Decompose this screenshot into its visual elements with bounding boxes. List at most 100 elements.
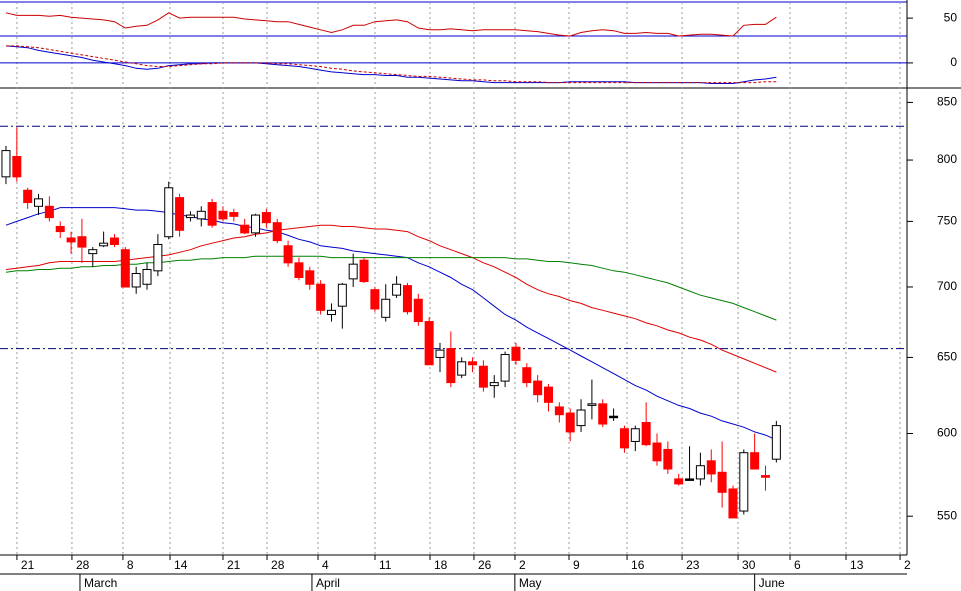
candle-body <box>728 488 738 519</box>
candle-body <box>609 415 619 419</box>
moving-average <box>5 255 777 321</box>
moving-average <box>5 224 777 373</box>
candle-body <box>109 237 119 245</box>
y-tick-label: 750 <box>937 214 957 228</box>
x-tick-label: 21 <box>227 558 241 572</box>
candle-body <box>478 365 488 388</box>
x-tick-label: 23 <box>686 558 700 572</box>
candle-body <box>587 403 597 406</box>
x-tick-label: 4 <box>322 558 329 572</box>
candle-body <box>99 242 109 247</box>
candle-body <box>66 237 76 243</box>
candle-body <box>468 361 478 366</box>
candle-body <box>685 478 695 481</box>
candle-body <box>337 283 347 307</box>
x-tick-label: 9 <box>573 558 580 572</box>
y-tick-label: 800 <box>937 152 957 166</box>
x-tick-label: 13 <box>850 558 864 572</box>
candle-body <box>283 245 293 264</box>
candle-body <box>771 425 781 460</box>
candle-body <box>750 452 760 470</box>
candle-body <box>153 243 163 272</box>
candle-body <box>739 452 749 512</box>
candle-body <box>652 442 662 462</box>
month-label: May <box>519 576 542 590</box>
candle-body <box>630 428 640 442</box>
candle-body <box>359 259 369 283</box>
moving-average <box>5 207 777 441</box>
y-tick-label: 650 <box>937 350 957 364</box>
month-label: April <box>316 576 340 590</box>
x-tick-label: 16 <box>631 558 645 572</box>
y-tick-label: 700 <box>937 279 957 293</box>
candle-body <box>131 272 141 288</box>
candle-body <box>489 382 499 387</box>
candle-body <box>446 348 456 384</box>
month-label: June <box>759 576 785 590</box>
candle-body <box>272 222 282 242</box>
candle-body <box>240 224 250 234</box>
x-tick-label: 21 <box>21 558 35 572</box>
x-tick-label: 2 <box>519 558 526 572</box>
candle-body <box>44 205 54 219</box>
candle-body <box>305 270 315 285</box>
indicator-line <box>5 12 777 37</box>
candle-body <box>402 285 412 313</box>
candle-body <box>392 283 402 296</box>
candle-body <box>695 465 705 480</box>
candle-body <box>424 321 434 366</box>
x-tick-label: 18 <box>434 558 448 572</box>
candle-body <box>619 428 629 449</box>
x-tick-label: 11 <box>379 558 392 572</box>
candle-body <box>207 202 217 226</box>
candle-body <box>522 367 532 384</box>
candle-body <box>164 187 174 238</box>
month-label: March <box>84 576 117 590</box>
x-tick-label: 14 <box>174 558 188 572</box>
candle-body <box>511 346 521 361</box>
candle-body <box>175 197 185 231</box>
candle-body <box>196 210 206 220</box>
y-tick-label: 850 <box>937 95 957 109</box>
x-tick-label: 6 <box>794 558 801 572</box>
candle-body <box>185 214 195 219</box>
candle-body <box>413 298 423 323</box>
candle-body <box>218 210 228 220</box>
candle-body <box>294 262 304 279</box>
candle-body <box>55 225 65 233</box>
candle-body <box>674 478 684 485</box>
candle-body <box>543 386 553 403</box>
x-tick-label: 28 <box>76 558 90 572</box>
candle-body <box>12 155 22 178</box>
candle-body <box>457 361 467 376</box>
y-tick-label: 50 <box>944 10 958 24</box>
candle-body <box>348 263 358 280</box>
candle-body <box>251 214 261 234</box>
y-tick-label: 550 <box>937 508 957 522</box>
candle-body <box>370 289 380 310</box>
candle-body <box>533 380 543 396</box>
candle-body <box>554 406 564 416</box>
indicator-line <box>5 45 777 84</box>
y-tick-label: 0 <box>950 55 957 69</box>
candle-body <box>500 353 510 382</box>
x-tick-label: 30 <box>742 558 756 572</box>
candle-body <box>565 412 575 433</box>
y-tick-label: 600 <box>937 426 957 440</box>
candle-body <box>142 268 152 285</box>
indicator-line <box>6 45 777 84</box>
candle-body <box>641 421 651 446</box>
candle-body <box>34 198 44 207</box>
x-tick-label: 8 <box>127 558 134 572</box>
candle-body <box>435 349 445 358</box>
candle-body <box>326 309 336 316</box>
candle-body <box>717 471 727 493</box>
candle-body <box>88 249 98 255</box>
x-tick-label: 26 <box>478 558 492 572</box>
candle-body <box>663 448 673 470</box>
candle-body <box>761 475 771 478</box>
candle-body <box>576 409 586 427</box>
candle-body <box>381 298 391 318</box>
